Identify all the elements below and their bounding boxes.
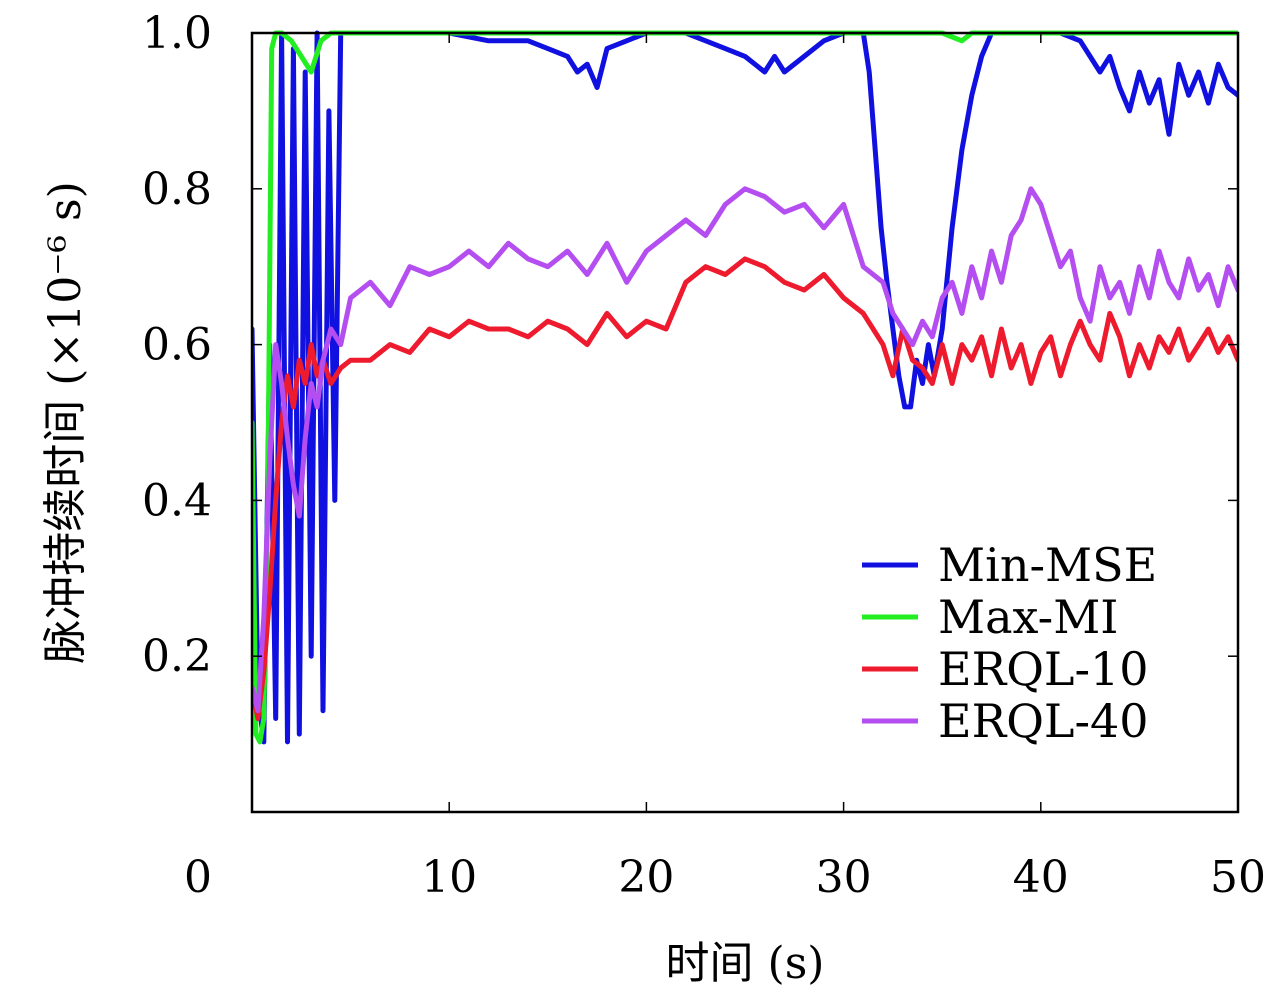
x-axis-title: 时间 (s) bbox=[666, 938, 825, 989]
y-axis-tick-labels: 0.2 0.4 0.6 0.8 1.0 bbox=[142, 8, 212, 682]
legend-label: ERQL-10 bbox=[938, 642, 1149, 696]
x-tick-label: 20 bbox=[618, 852, 674, 903]
legend-label: Min-MSE bbox=[938, 538, 1157, 592]
plot-frame bbox=[250, 31, 1240, 814]
x-tick-label: 10 bbox=[421, 852, 477, 903]
series-line-erql-10 bbox=[252, 256, 1238, 721]
x-tick-label: 50 bbox=[1210, 852, 1266, 903]
y-tick-label: 1.0 bbox=[142, 8, 212, 59]
axis-ticks bbox=[251, 32, 1239, 812]
x-tick-label: 40 bbox=[1013, 852, 1069, 903]
legend-label: ERQL-40 bbox=[938, 694, 1149, 748]
y-tick-label: 0.4 bbox=[142, 475, 212, 526]
y-tick-label: 0.2 bbox=[142, 631, 212, 682]
legend-label: Max-MI bbox=[938, 590, 1118, 644]
y-tick-label: 0.6 bbox=[142, 320, 212, 371]
x-axis-tick-labels: 0 10 20 30 40 50 bbox=[184, 852, 1266, 903]
x-tick-label: 30 bbox=[816, 852, 872, 903]
x-tick-label: 0 bbox=[184, 852, 212, 903]
y-axis-title: 脉冲持续时间 (×10⁻⁶ s) bbox=[40, 181, 91, 664]
series-line-erql-40 bbox=[252, 186, 1238, 714]
y-tick-label: 0.8 bbox=[142, 164, 212, 215]
